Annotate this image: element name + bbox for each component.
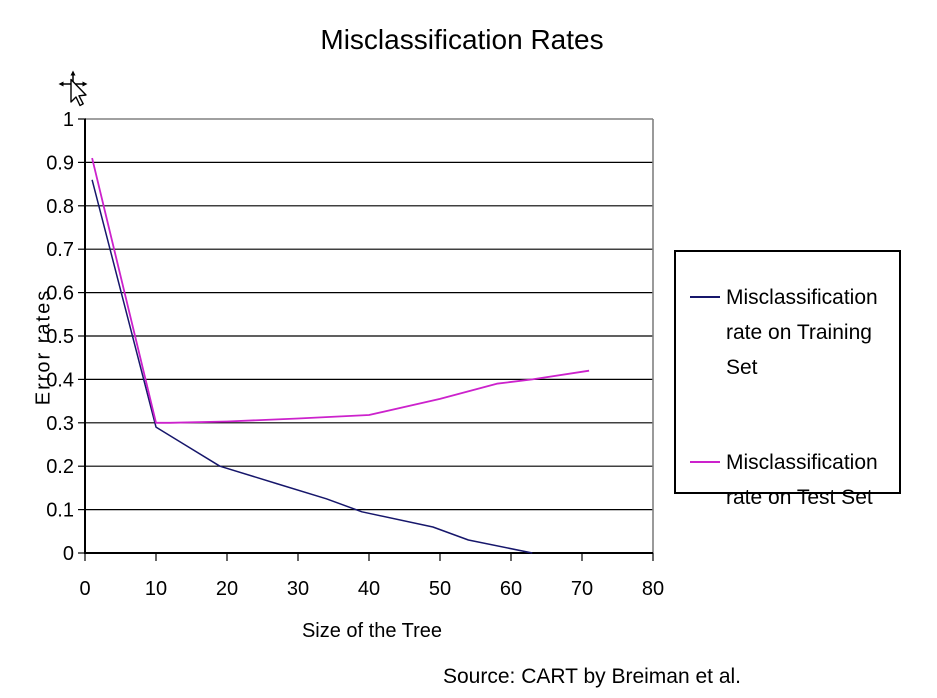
series-line-1	[91, 157, 590, 424]
x-tick-label: 0	[79, 578, 90, 600]
x-tick-label: 80	[642, 578, 664, 600]
x-tick-label: 30	[287, 578, 309, 600]
move-pointer-icon	[58, 70, 88, 107]
x-tick-label: 40	[358, 578, 380, 600]
legend: Misclassification rate on Training Set Mi…	[674, 250, 901, 509]
legend-swatch-line	[690, 461, 720, 463]
x-axis-title: Size of the Tree	[301, 620, 443, 642]
chart-title: Misclassification Rates	[320, 24, 604, 55]
x-tick-label: 20	[216, 578, 238, 600]
y-axis-title: Error rates	[32, 288, 55, 406]
x-tick-label: 10	[145, 578, 167, 600]
series-line-0	[91, 179, 533, 554]
y-tick-label: 0.2	[46, 456, 74, 478]
y-tick-label: 0.8	[46, 196, 74, 218]
y-tick-label: 0.6	[46, 283, 74, 305]
y-tick-label: 0.3	[46, 413, 74, 435]
legend-label: Misclassification rate on Test Set	[726, 451, 878, 509]
legend-entry: Misclassification rate on Training Set	[688, 280, 899, 385]
y-tick-label: 0.9	[46, 152, 74, 174]
y-tick-label: 1	[63, 109, 74, 131]
legend-swatch-line	[690, 296, 720, 298]
legend-label: Misclassification rate on Training Set	[726, 286, 878, 379]
y-tick-label: 0.1	[46, 500, 74, 522]
legend-entry: Misclassification rate on Test Set	[688, 445, 899, 515]
source-note: Source: CART by Breiman et al.	[443, 665, 742, 688]
x-tick-label: 70	[571, 578, 593, 600]
x-tick-label: 60	[500, 578, 522, 600]
x-tick-label: 50	[429, 578, 451, 600]
y-tick-label: 0.4	[46, 369, 74, 391]
y-tick-label: 0.7	[46, 239, 74, 261]
y-tick-label: 0.5	[46, 326, 74, 348]
y-tick-label: 0	[63, 543, 74, 565]
